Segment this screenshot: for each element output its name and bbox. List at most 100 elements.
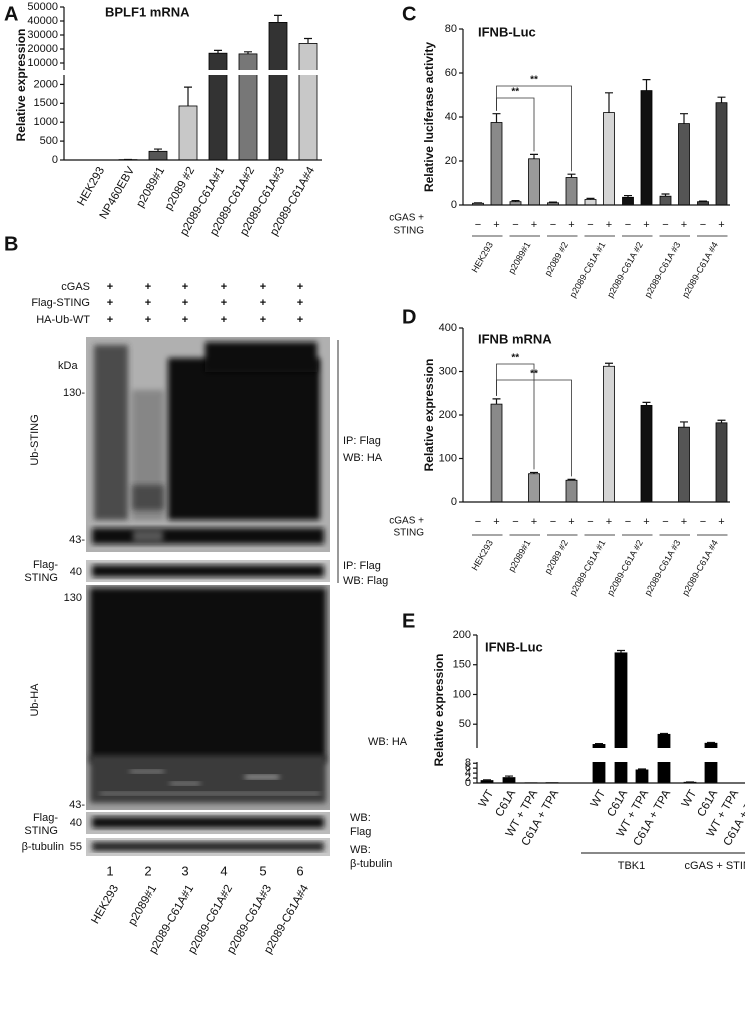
- condition-sign: −: [587, 516, 593, 528]
- significance-bracket: [496, 85, 572, 172]
- x-tick-label: p2089-C61A #2: [605, 240, 645, 299]
- blot-label: Ub-HA: [29, 683, 41, 717]
- condition-sign: −: [512, 516, 518, 528]
- condition-sign: −: [512, 219, 518, 231]
- y-tick-label: 40: [445, 111, 457, 123]
- detection-label: IP: Flag: [343, 435, 381, 447]
- treatment-sign: +: [182, 314, 188, 326]
- y-tick-label: 100: [453, 688, 471, 700]
- lane-number: 1: [106, 863, 113, 878]
- treatment-label: Flag-STING: [31, 297, 90, 309]
- y-axis-label: Relative luciferase activity: [422, 42, 436, 192]
- bar: [635, 769, 649, 784]
- condition-sign: +: [606, 219, 612, 231]
- x-tick-label: p2089-C61A #1: [568, 538, 608, 597]
- error-bar: [717, 96, 726, 103]
- y-axis-label: Relative expression: [14, 29, 28, 142]
- size-marker: 40: [70, 817, 82, 829]
- x-tick-label: p2089-C61A #2: [605, 538, 645, 597]
- error-bar: [549, 201, 557, 203]
- y-tick-label: 1500: [34, 97, 58, 109]
- error-bar: [492, 398, 501, 405]
- error-bar: [707, 741, 715, 744]
- treatment-sign: +: [145, 281, 151, 293]
- y-tick-label: 100: [439, 452, 457, 464]
- treatment-sign: +: [221, 281, 227, 293]
- error-bar: [567, 173, 576, 178]
- condition-sign: −: [625, 219, 631, 231]
- error-bar: [642, 401, 651, 406]
- lane-number: 6: [296, 863, 303, 878]
- error-bar: [605, 92, 613, 113]
- error-bar: [511, 200, 520, 202]
- x-tick-label: HEK293: [75, 165, 107, 208]
- blot-flag-sting-ip: [86, 560, 330, 582]
- y-tick-label: 8: [465, 757, 471, 769]
- blot-label: Ub-STING: [29, 414, 41, 465]
- kda-label: kDa: [58, 360, 78, 372]
- bar: [584, 199, 597, 206]
- error-bar: [483, 779, 491, 781]
- bar: [640, 405, 653, 503]
- group-label: cGAS + STING: [685, 860, 745, 872]
- chart-title: IFNB-Luc: [478, 24, 536, 39]
- condition-sign: −: [662, 516, 668, 528]
- error-bar: [304, 37, 312, 44]
- x-tick-label: p2089-C61A #1: [568, 240, 608, 299]
- detection-label: WB: HA: [368, 736, 408, 748]
- condition-sign: −: [700, 219, 706, 231]
- bar: [565, 177, 578, 206]
- condition-label: cGAS +: [389, 213, 424, 224]
- condition-sign: +: [493, 516, 499, 528]
- error-bar: [492, 113, 501, 123]
- y-tick-label: 2: [465, 772, 471, 784]
- detection-label: IP: Flag: [343, 560, 381, 572]
- chart-title: IFNB mRNA: [478, 331, 552, 346]
- bar: [268, 21, 288, 161]
- condition-sign: −: [662, 219, 668, 231]
- blot-label: Flag-: [33, 812, 58, 824]
- y-tick-label: 500: [40, 135, 58, 147]
- y-tick-label: 4: [465, 767, 471, 779]
- y-tick-label: 80: [445, 23, 457, 35]
- blot-images: [86, 337, 339, 856]
- condition-sign: +: [718, 516, 724, 528]
- error-bar: [530, 471, 538, 474]
- size-marker: 43-: [69, 799, 85, 811]
- bar: [614, 652, 628, 784]
- bar: [603, 112, 615, 206]
- y-tick-label: 0: [52, 154, 58, 166]
- bar: [208, 52, 228, 161]
- size-marker: 43-: [69, 534, 85, 546]
- panel-letter: B: [4, 233, 18, 255]
- blot-tubulin: [86, 838, 330, 856]
- panel-letter: A: [4, 3, 18, 25]
- bar: [678, 123, 690, 206]
- bar: [715, 102, 728, 206]
- x-tick-label: WT: [680, 788, 699, 809]
- treatment-sign: +: [145, 297, 151, 309]
- y-tick-label: 10000: [27, 57, 58, 69]
- treatment-sign: +: [297, 281, 303, 293]
- bar: [565, 479, 578, 503]
- detection-label: WB:: [350, 844, 371, 856]
- y-tick-label: 300: [439, 365, 457, 377]
- error-bar: [680, 421, 688, 428]
- condition-sign: +: [681, 516, 687, 528]
- y-tick-label: 400: [439, 322, 457, 334]
- condition-sign: −: [587, 219, 593, 231]
- bar: [148, 150, 168, 161]
- lane-name: p2089#1: [126, 883, 159, 928]
- y-tick-label: 60: [445, 67, 457, 79]
- y-tick-label: 1000: [34, 116, 58, 128]
- x-tick-label: p2089#1: [506, 240, 532, 275]
- x-tick-label: p2089-C61A #4: [680, 240, 720, 299]
- y-tick-label: 0: [451, 199, 457, 211]
- treatment-sign: +: [107, 314, 113, 326]
- condition-sign: +: [493, 219, 499, 231]
- condition-label: STING: [393, 528, 424, 539]
- error-bar: [595, 742, 603, 745]
- x-tick-label: p2089#1: [506, 538, 532, 573]
- detection-label: WB:: [350, 812, 371, 824]
- treatment-label: cGAS: [61, 281, 90, 293]
